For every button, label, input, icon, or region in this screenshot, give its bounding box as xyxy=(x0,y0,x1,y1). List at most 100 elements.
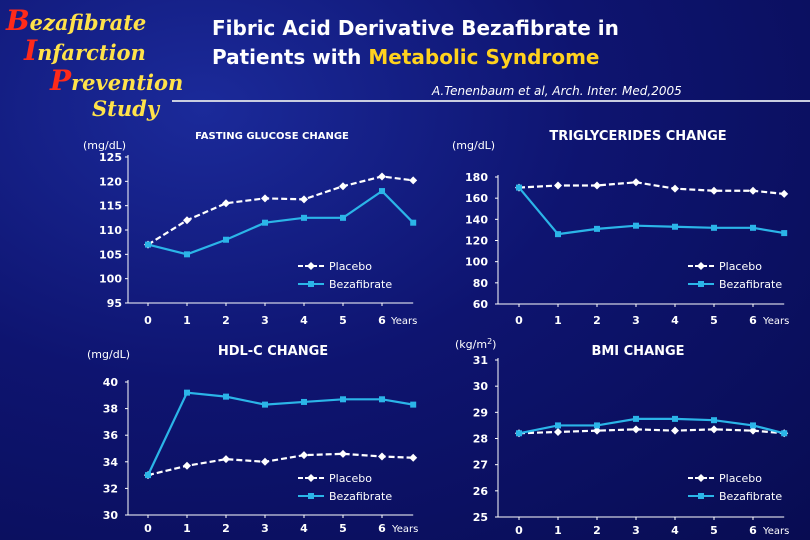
chart-1-bezafibrate-point xyxy=(262,219,268,226)
chart-2-bezafibrate-point xyxy=(781,230,788,237)
chart-1-placebo-point xyxy=(222,199,230,208)
logo-line-4: Study xyxy=(92,96,160,121)
chart-3-y-tick-label: 40 xyxy=(103,376,119,389)
chart-4-legend-bezafibrate-marker xyxy=(698,493,704,499)
chart-4-bezafibrate-point xyxy=(750,422,756,429)
chart-3-bezafibrate-point xyxy=(340,396,346,403)
chart-2-y-tick-label: 160 xyxy=(465,192,488,205)
chart-4-legend-placebo-marker xyxy=(697,474,705,482)
chart-1-y-tick-label: 95 xyxy=(107,297,122,310)
citation: A.Tenenbaum et al, Arch. Inter. Med,2005 xyxy=(432,84,682,98)
chart-3-placebo-point xyxy=(300,451,308,460)
chart-2-x-tick-label: 0 xyxy=(515,314,523,327)
chart-4-y-tick-label: 27 xyxy=(473,459,488,472)
chart-1-y-tick-label: 105 xyxy=(99,248,122,261)
chart-1-x-tick-label: 0 xyxy=(144,314,152,327)
chart-4-title: BMI CHANGE xyxy=(591,344,684,359)
chart-4-x-tick-label: 5 xyxy=(710,524,718,537)
chart-3-bezafibrate-line xyxy=(147,391,414,476)
chart-1-x-tick-label: 1 xyxy=(183,314,191,327)
chart-2-bezafibrate-point xyxy=(750,224,756,231)
chart-3-legend-placebo-marker xyxy=(307,474,315,482)
chart-4-x-tick-label: 0 xyxy=(515,524,523,537)
chart-4-placebo-point xyxy=(671,426,679,435)
chart-3-bezafibrate-point xyxy=(379,396,385,403)
chart-1-x-tick-label: 3 xyxy=(261,314,269,327)
chart-4-legend-placebo-label: Placebo xyxy=(719,472,762,485)
chart-4-placebo-point xyxy=(749,426,757,435)
chart-2-x-tick-label: 4 xyxy=(671,314,679,327)
chart-4-bezafibrate-point xyxy=(516,430,522,437)
chart-2-x-tick-label: 6 xyxy=(749,314,757,327)
chart-4-placebo-line xyxy=(518,428,785,435)
chart-2-placebo-point xyxy=(780,189,789,198)
chart-1-x-label: Years xyxy=(390,316,417,327)
logo-line-2: Infarction xyxy=(24,34,146,67)
chart-2-x-tick-label: 5 xyxy=(710,314,718,327)
chart-1-bezafibrate-line xyxy=(147,189,414,256)
chart-3-y-tick-label: 32 xyxy=(103,482,118,495)
chart-1-title: FASTING GLUCOSE CHANGE xyxy=(195,131,349,142)
chart-4-y-tick-label: 28 xyxy=(473,433,488,446)
chart-3-y-tick-label: 34 xyxy=(103,456,119,469)
chart-1-y-tick-label: 125 xyxy=(99,151,122,164)
chart-1-placebo-point xyxy=(409,176,418,185)
chart-3-placebo-point xyxy=(339,449,347,458)
chart-2-bezafibrate-point xyxy=(633,222,639,229)
chart-3-legend-bezafibrate-marker xyxy=(308,493,314,499)
header-divider xyxy=(172,100,810,102)
chart-2-y-tick-label: 180 xyxy=(465,171,488,184)
chart-3-x-tick-label: 2 xyxy=(222,522,230,535)
chart-2-legend-bezafibrate-marker xyxy=(698,281,704,287)
chart-1-x-tick-label: 4 xyxy=(300,314,308,327)
chart-3-x-label: Years xyxy=(391,524,418,535)
chart-3-x-tick-label: 4 xyxy=(300,522,308,535)
chart-4-x-label: Years xyxy=(762,526,789,537)
chart-2-y-label: (mg/dL) xyxy=(452,139,495,152)
chart-3-y-tick-label: 38 xyxy=(103,403,118,416)
chart-2-x-label: Years xyxy=(762,316,789,327)
chart-1-placebo-point xyxy=(183,216,191,225)
chart-1-bezafibrate-point xyxy=(410,219,417,226)
chart-2-bezafibrate-point xyxy=(594,225,600,232)
logo-line-1: Bezafibrate xyxy=(6,4,147,37)
chart-2-bezafibrate-point xyxy=(555,231,561,238)
chart-2-bezafibrate-point xyxy=(711,224,717,231)
chart-4-placebo-point xyxy=(710,425,718,434)
chart-2-title: TRIGLYCERIDES CHANGE xyxy=(549,129,726,144)
chart-3-placebo-point xyxy=(261,457,269,466)
chart-3-y-label: (mg/dL) xyxy=(87,348,130,361)
chart-1-bezafibrate-point xyxy=(223,236,229,243)
chart-2-bezafibrate-point xyxy=(672,223,678,230)
chart-4-bezafibrate-point xyxy=(633,415,639,422)
chart-1-x-tick-label: 6 xyxy=(378,314,386,327)
chart-4-placebo-point xyxy=(632,425,640,434)
chart-3-title: HDL-C CHANGE xyxy=(218,344,328,359)
chart-1-bezafibrate-point xyxy=(184,251,190,258)
chart-1-y-tick-label: 110 xyxy=(99,224,122,237)
chart-1-placebo-point xyxy=(300,195,308,204)
chart-2-y-tick-label: 120 xyxy=(465,235,488,248)
chart-3-placebo-point xyxy=(222,455,230,464)
chart-1-placebo-point xyxy=(378,172,386,181)
chart-4-y-tick-label: 29 xyxy=(473,406,488,419)
chart-4-y-tick-label: 30 xyxy=(473,380,489,393)
chart-1-legend-bezafibrate-marker xyxy=(308,281,314,287)
chart-4-bezafibrate-point xyxy=(672,415,678,422)
chart-1-legend-bezafibrate-label: Bezafibrate xyxy=(329,278,392,291)
chart-3-bezafibrate-point xyxy=(301,398,307,405)
chart-3-placebo-point xyxy=(378,452,386,461)
page-title: Fibric Acid Derivative Bezafibrate in Pa… xyxy=(212,16,619,69)
chart-4-x-tick-label: 1 xyxy=(554,524,562,537)
chart-4-bezafibrate-point xyxy=(711,417,717,424)
chart-4-placebo-point xyxy=(593,426,601,435)
chart-1-legend-placebo-label: Placebo xyxy=(329,260,372,273)
chart-2-y-tick-label: 140 xyxy=(465,213,488,226)
chart-3-x-tick-label: 0 xyxy=(144,522,152,535)
chart-1-y-label: (mg/dL) xyxy=(83,139,126,152)
chart-3-y-tick-label: 30 xyxy=(103,509,119,522)
chart-4-x-tick-label: 2 xyxy=(593,524,601,537)
chart-4-bezafibrate-point xyxy=(594,422,600,429)
chart-1-placebo-point xyxy=(339,182,347,191)
